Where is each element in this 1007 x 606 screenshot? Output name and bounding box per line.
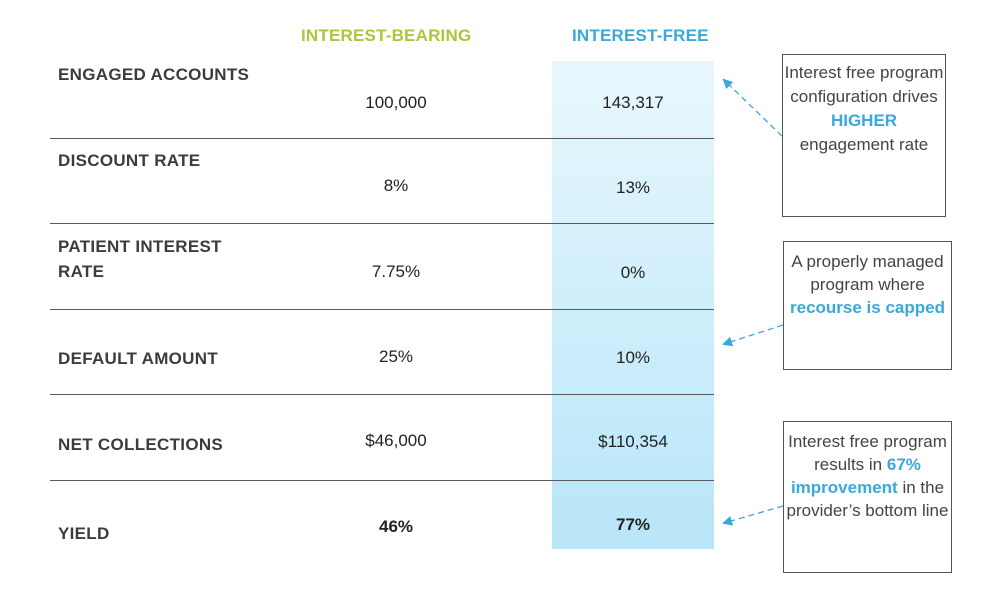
yield-free: 77%: [615, 515, 651, 534]
patient-interest-rate-bearing: 7.75%: [371, 262, 421, 281]
callout-recourse: A properly managed program where recours…: [783, 241, 952, 370]
default-amount-free: 10%: [615, 348, 651, 367]
callout-highlight: recourse is capped: [790, 298, 945, 317]
arrow-to-engaged-accounts: [722, 78, 783, 137]
arrow-to-default-amount: [722, 324, 784, 347]
row-label-discount-rate: DISCOUNT RATE: [58, 151, 201, 170]
row-divider: [50, 480, 714, 481]
row-label-engaged-accounts: ENGAGED ACCOUNTS: [58, 65, 250, 84]
interest-free-header: INTEREST-FREE: [572, 26, 709, 45]
discount-rate-bearing: 8%: [383, 176, 409, 195]
row-label-yield: YIELD: [58, 524, 110, 543]
patient-interest-rate-free: 0%: [620, 263, 646, 282]
engaged-accounts-free: 143,317: [602, 93, 664, 112]
callout-improvement: Interest free program results in 67% imp…: [783, 421, 952, 573]
row-divider: [50, 138, 714, 139]
row-label-net-collections: NET COLLECTIONS: [58, 435, 224, 454]
net-collections-free: $110,354: [598, 432, 668, 451]
arrow-to-yield: [722, 505, 784, 526]
engaged-accounts-bearing: 100,000: [365, 93, 427, 112]
interest-bearing-header: INTEREST-BEARING: [301, 26, 472, 45]
row-label-patient-interest-rate: PATIENT INTEREST RATE: [58, 237, 222, 281]
discount-rate-free: 13%: [615, 178, 651, 197]
row-divider: [50, 394, 714, 395]
row-label-default-amount: DEFAULT AMOUNT: [58, 349, 219, 368]
interest-free-column-highlight: [552, 61, 714, 549]
yield-bearing: 46%: [378, 517, 414, 536]
callout-highlight: 67% improvement: [790, 455, 921, 497]
default-amount-bearing: 25%: [378, 347, 414, 366]
net-collections-bearing: $46,000: [365, 431, 427, 450]
callout-highlight: HIGHER: [830, 111, 898, 130]
row-divider: [50, 309, 714, 310]
callout-engagement: Interest free program configuration driv…: [782, 54, 946, 217]
row-divider: [50, 223, 714, 224]
